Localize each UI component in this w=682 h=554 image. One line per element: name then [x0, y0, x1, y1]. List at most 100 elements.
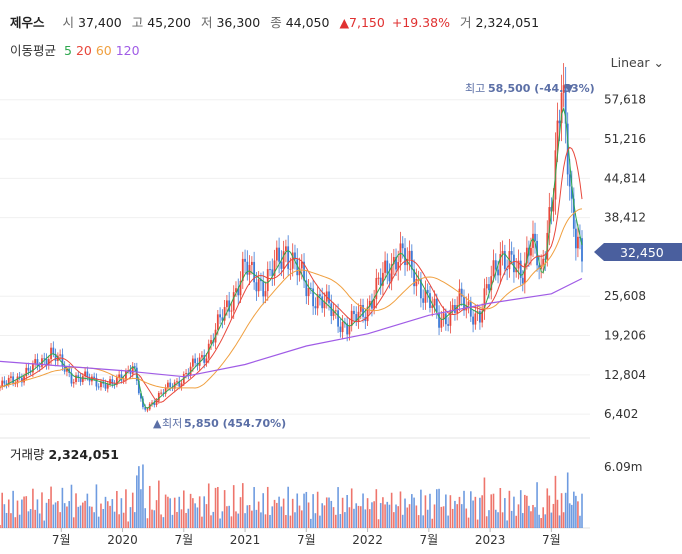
volume-bar [513, 496, 515, 528]
volume-bar [319, 515, 321, 528]
volume-bar [534, 507, 536, 528]
candle-body [66, 368, 68, 372]
volume-bar [280, 506, 283, 528]
volume-bar [176, 511, 178, 528]
volume-bar [449, 495, 452, 528]
candle-body [167, 382, 169, 388]
volume-bar [113, 511, 116, 528]
candle-body [122, 379, 125, 381]
volume-bar [386, 501, 389, 528]
volume-bar [75, 493, 77, 528]
volume-bar [217, 486, 219, 528]
candle-body [221, 317, 224, 321]
candle-body [460, 288, 463, 297]
volume-bar [248, 504, 251, 528]
candle-body [201, 355, 203, 358]
candle-body [131, 366, 134, 374]
candle-body [560, 92, 563, 124]
volume-bar [458, 496, 461, 528]
candle-body [424, 289, 427, 303]
volume-bar [406, 507, 409, 528]
volume-bar [106, 501, 109, 528]
volume-bar [109, 505, 111, 528]
volume-bar [148, 485, 151, 528]
volume-bar [246, 505, 249, 528]
candle-body [70, 373, 73, 384]
volume-bar [59, 512, 61, 528]
volume-bar [50, 486, 52, 528]
candle-body [337, 310, 339, 327]
low-annotation: ▲ 최저 5,850 (454.70%) [153, 417, 286, 430]
candle-body [408, 250, 411, 259]
candle-body [235, 288, 237, 293]
volume-bar [579, 515, 581, 528]
candle-body [20, 377, 23, 383]
candle-body [440, 319, 443, 328]
candle-body [180, 383, 183, 387]
y-tick-label: 12,804 [604, 368, 646, 382]
x-tick-label: 7월 [52, 533, 71, 547]
candle-body [115, 377, 118, 385]
candle-body [332, 310, 335, 317]
candle-body [120, 374, 123, 381]
volume-bar [155, 500, 158, 528]
stock-name: 제우스 [10, 15, 45, 30]
volume-bar [235, 511, 237, 528]
candle-body [61, 354, 64, 366]
candle-body [287, 246, 290, 269]
volume-bar [214, 487, 217, 528]
candle-body [189, 366, 192, 376]
candle-body [431, 305, 434, 308]
moving-average-legend[interactable]: 이동평균 5 20 60 120 [10, 40, 140, 59]
x-tick-label: 7월 [419, 533, 438, 547]
candle-body [413, 269, 415, 287]
candle-body [506, 269, 509, 271]
volume-bar [470, 491, 472, 528]
volume-bar [399, 491, 402, 528]
volume-bar [570, 504, 573, 528]
volume-bars [0, 464, 583, 528]
volume-bar [43, 520, 46, 528]
volume-bar [138, 466, 140, 528]
current-price-badge: 32,450 [594, 243, 682, 261]
candle-body [312, 288, 315, 307]
volume-bar [198, 496, 201, 528]
volume-bar [32, 488, 34, 528]
y-tick-label: 38,412 [604, 211, 646, 225]
volume-bar [379, 503, 382, 528]
volume-bar [221, 511, 224, 528]
candle-body [303, 261, 305, 281]
volume-bar [546, 488, 549, 528]
volume-bar [382, 497, 384, 528]
volume-bar [171, 514, 174, 528]
candle-body [442, 313, 445, 320]
y-tick-label: 6,402 [604, 407, 638, 421]
ma-legend-label: 이동평균 [10, 43, 57, 58]
candle-body [151, 402, 153, 404]
candle-body [499, 254, 502, 276]
volume-bar [136, 475, 138, 528]
candle-body [415, 278, 418, 287]
ma-5-line [0, 106, 583, 410]
candle-body [248, 265, 251, 275]
candle-body [544, 258, 547, 260]
candle-body [472, 316, 474, 325]
candle-body [494, 260, 497, 270]
volume-bar [153, 510, 156, 528]
volume-bar [321, 503, 323, 528]
volume-bar [447, 515, 449, 528]
volume-bar [395, 504, 397, 528]
close-value: 44,050 [285, 15, 330, 30]
candle-body [429, 293, 431, 308]
volume-bar [95, 484, 98, 528]
volume-label: 거 [459, 15, 472, 30]
candle-body [377, 277, 380, 279]
scale-selector[interactable]: Linear ⌄ [611, 55, 664, 70]
volume-bar [566, 472, 569, 528]
candle-body [223, 307, 226, 321]
volume-bar [192, 498, 194, 528]
y-tick-label: 19,206 [604, 329, 646, 343]
volume-bar [255, 509, 258, 528]
volume-bar [408, 504, 411, 528]
